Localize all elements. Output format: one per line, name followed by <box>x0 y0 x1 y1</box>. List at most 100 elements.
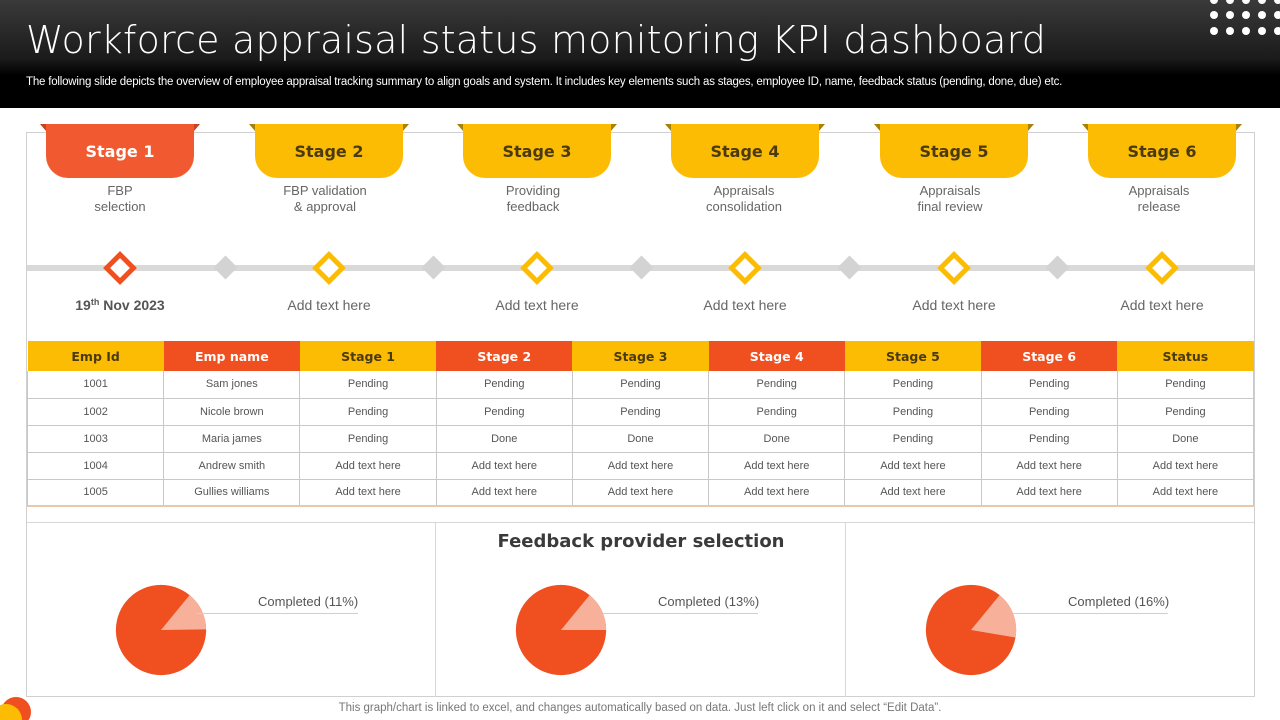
column-header-stage-2[interactable]: Stage 2 <box>436 341 573 371</box>
cell-stage-1[interactable]: Add text here <box>299 452 437 480</box>
cell-emp-name[interactable]: Maria james <box>163 425 301 453</box>
pie-chart-3[interactable] <box>924 583 1018 677</box>
milestone-date-3: Add text here <box>495 297 579 313</box>
cell-status[interactable]: Pending <box>1116 371 1255 399</box>
stage-tab-5[interactable]: Stage 5 <box>874 124 1034 178</box>
cell-stage-2[interactable]: Pending <box>435 371 573 399</box>
employee-appraisal-table: Emp Id Emp name Stage 1 Stage 2 Stage 3 … <box>26 341 1255 507</box>
cell-stage-4[interactable]: Done <box>708 425 846 453</box>
cell-stage-3[interactable]: Add text here <box>571 452 710 480</box>
stage-tab-6[interactable]: Stage 6 <box>1082 124 1242 178</box>
cell-stage-4[interactable]: Pending <box>708 371 846 399</box>
cell-stage-5[interactable]: Add text here <box>844 479 982 507</box>
cell-status[interactable]: Pending <box>1116 398 1255 426</box>
milestone-date-4: Add text here <box>703 297 787 313</box>
cell-stage-5[interactable]: Pending <box>844 425 982 453</box>
stage-description-4: Appraisals consolidation <box>706 183 782 214</box>
table-row: 1002 Nicole brown Pending Pending Pendin… <box>26 398 1255 426</box>
column-header-status[interactable]: Status <box>1117 341 1254 371</box>
cell-stage-5[interactable]: Add text here <box>844 452 982 480</box>
cell-stage-2[interactable]: Done <box>435 425 573 453</box>
cell-status[interactable]: Done <box>1116 425 1255 453</box>
cell-emp-id[interactable]: 1004 <box>26 452 165 480</box>
corner-circle-decoration-icon <box>0 697 31 720</box>
cell-stage-2[interactable]: Add text here <box>435 479 573 507</box>
column-header-emp-name[interactable]: Emp name <box>163 341 300 371</box>
cell-stage-1[interactable]: Pending <box>299 398 437 426</box>
chart-cell-1 <box>27 522 436 697</box>
stage-tab-4[interactable]: Stage 4 <box>665 124 825 178</box>
stage-tab-label: Stage 3 <box>502 141 572 161</box>
chart-section <box>27 522 1254 697</box>
cell-stage-6[interactable]: Add text here <box>980 452 1118 480</box>
pie-leader-line <box>196 613 358 614</box>
stage-description-2: FBP validation & approval <box>283 183 367 214</box>
cell-stage-6[interactable]: Pending <box>980 425 1118 453</box>
pie-label-2: Completed (13%) <box>658 594 760 609</box>
pie-chart-2[interactable] <box>514 583 608 677</box>
chart-cell-2 <box>436 522 846 697</box>
page-subtitle: The following slide depicts the overview… <box>26 76 1063 88</box>
column-header-stage-3[interactable]: Stage 3 <box>572 341 709 371</box>
cell-emp-name[interactable]: Nicole brown <box>163 398 301 426</box>
cell-stage-2[interactable]: Pending <box>435 398 573 426</box>
table-header-row: Emp Id Emp name Stage 1 Stage 2 Stage 3 … <box>27 341 1254 371</box>
pie-chart-1[interactable] <box>114 583 208 677</box>
table-row: 1001 Sam jones Pending Pending Pending P… <box>26 371 1255 399</box>
stage-description-6: Appraisals release <box>1128 183 1190 214</box>
stage-tab-2[interactable]: Stage 2 <box>249 124 409 178</box>
cell-status[interactable]: Add text here <box>1116 452 1255 480</box>
pie-label-1: Completed (11%) <box>258 594 359 609</box>
cell-stage-3[interactable]: Pending <box>571 371 710 399</box>
footer-note: This graph/chart is linked to excel, and… <box>338 702 942 714</box>
milestone-date-6: Add text here <box>1120 297 1204 313</box>
cell-stage-4[interactable]: Pending <box>708 398 846 426</box>
cell-stage-1[interactable]: Add text here <box>299 479 437 507</box>
stage-tab-1[interactable]: Stage 1 <box>40 124 200 178</box>
cell-emp-id[interactable]: 1002 <box>26 398 165 426</box>
stage-description-1: FBP selection <box>94 183 146 214</box>
pie-leader-line <box>603 613 758 614</box>
cell-emp-id[interactable]: 1005 <box>26 479 165 507</box>
cell-stage-1[interactable]: Pending <box>299 371 437 399</box>
cell-stage-2[interactable]: Add text here <box>435 452 573 480</box>
table-row: 1003 Maria james Pending Done Done Done … <box>26 425 1255 453</box>
stage-tab-label: Stage 5 <box>919 141 989 161</box>
cell-stage-6[interactable]: Pending <box>980 398 1118 426</box>
dot-grid-decoration <box>1208 0 1280 40</box>
page-title: Workforce appraisal status monitoring KP… <box>26 18 1047 62</box>
milestone-date-1: 19th Nov 2023 <box>75 297 165 313</box>
column-header-stage-1[interactable]: Stage 1 <box>299 341 437 371</box>
column-header-stage-4[interactable]: Stage 4 <box>708 341 845 371</box>
cell-emp-id[interactable]: 1003 <box>26 425 165 453</box>
header-banner: Workforce appraisal status monitoring KP… <box>0 0 1280 108</box>
table-row: 1005 Gullies williams Add text here Add … <box>26 479 1255 507</box>
stage-tab-label: Stage 2 <box>294 141 364 161</box>
column-header-emp-id[interactable]: Emp Id <box>27 341 164 371</box>
cell-status[interactable]: Add text here <box>1116 479 1255 507</box>
column-header-stage-6[interactable]: Stage 6 <box>981 341 1118 371</box>
chart-title: Feedback provider selection <box>497 531 785 552</box>
cell-emp-name[interactable]: Sam jones <box>163 371 301 399</box>
stage-tab-label: Stage 1 <box>85 141 155 161</box>
pie-label-3: Completed (16%) <box>1068 594 1170 609</box>
cell-stage-6[interactable]: Pending <box>980 371 1118 399</box>
cell-stage-5[interactable]: Pending <box>844 371 982 399</box>
stage-tab-label: Stage 6 <box>1127 141 1197 161</box>
cell-stage-6[interactable]: Add text here <box>980 479 1118 507</box>
cell-stage-1[interactable]: Pending <box>299 425 437 453</box>
cell-stage-3[interactable]: Done <box>571 425 710 453</box>
table-row: 1004 Andrew smith Add text here Add text… <box>26 452 1255 480</box>
cell-emp-name[interactable]: Andrew smith <box>163 452 301 480</box>
cell-stage-5[interactable]: Pending <box>844 398 982 426</box>
cell-stage-4[interactable]: Add text here <box>708 452 846 480</box>
cell-stage-3[interactable]: Add text here <box>571 479 710 507</box>
milestone-date-2: Add text here <box>287 297 371 313</box>
cell-stage-3[interactable]: Pending <box>571 398 710 426</box>
cell-emp-id[interactable]: 1001 <box>26 371 165 399</box>
stage-description-3: Providing feedback <box>505 183 561 214</box>
cell-emp-name[interactable]: Gullies williams <box>163 479 301 507</box>
stage-tab-3[interactable]: Stage 3 <box>457 124 617 178</box>
column-header-stage-5[interactable]: Stage 5 <box>844 341 982 371</box>
cell-stage-4[interactable]: Add text here <box>708 479 846 507</box>
